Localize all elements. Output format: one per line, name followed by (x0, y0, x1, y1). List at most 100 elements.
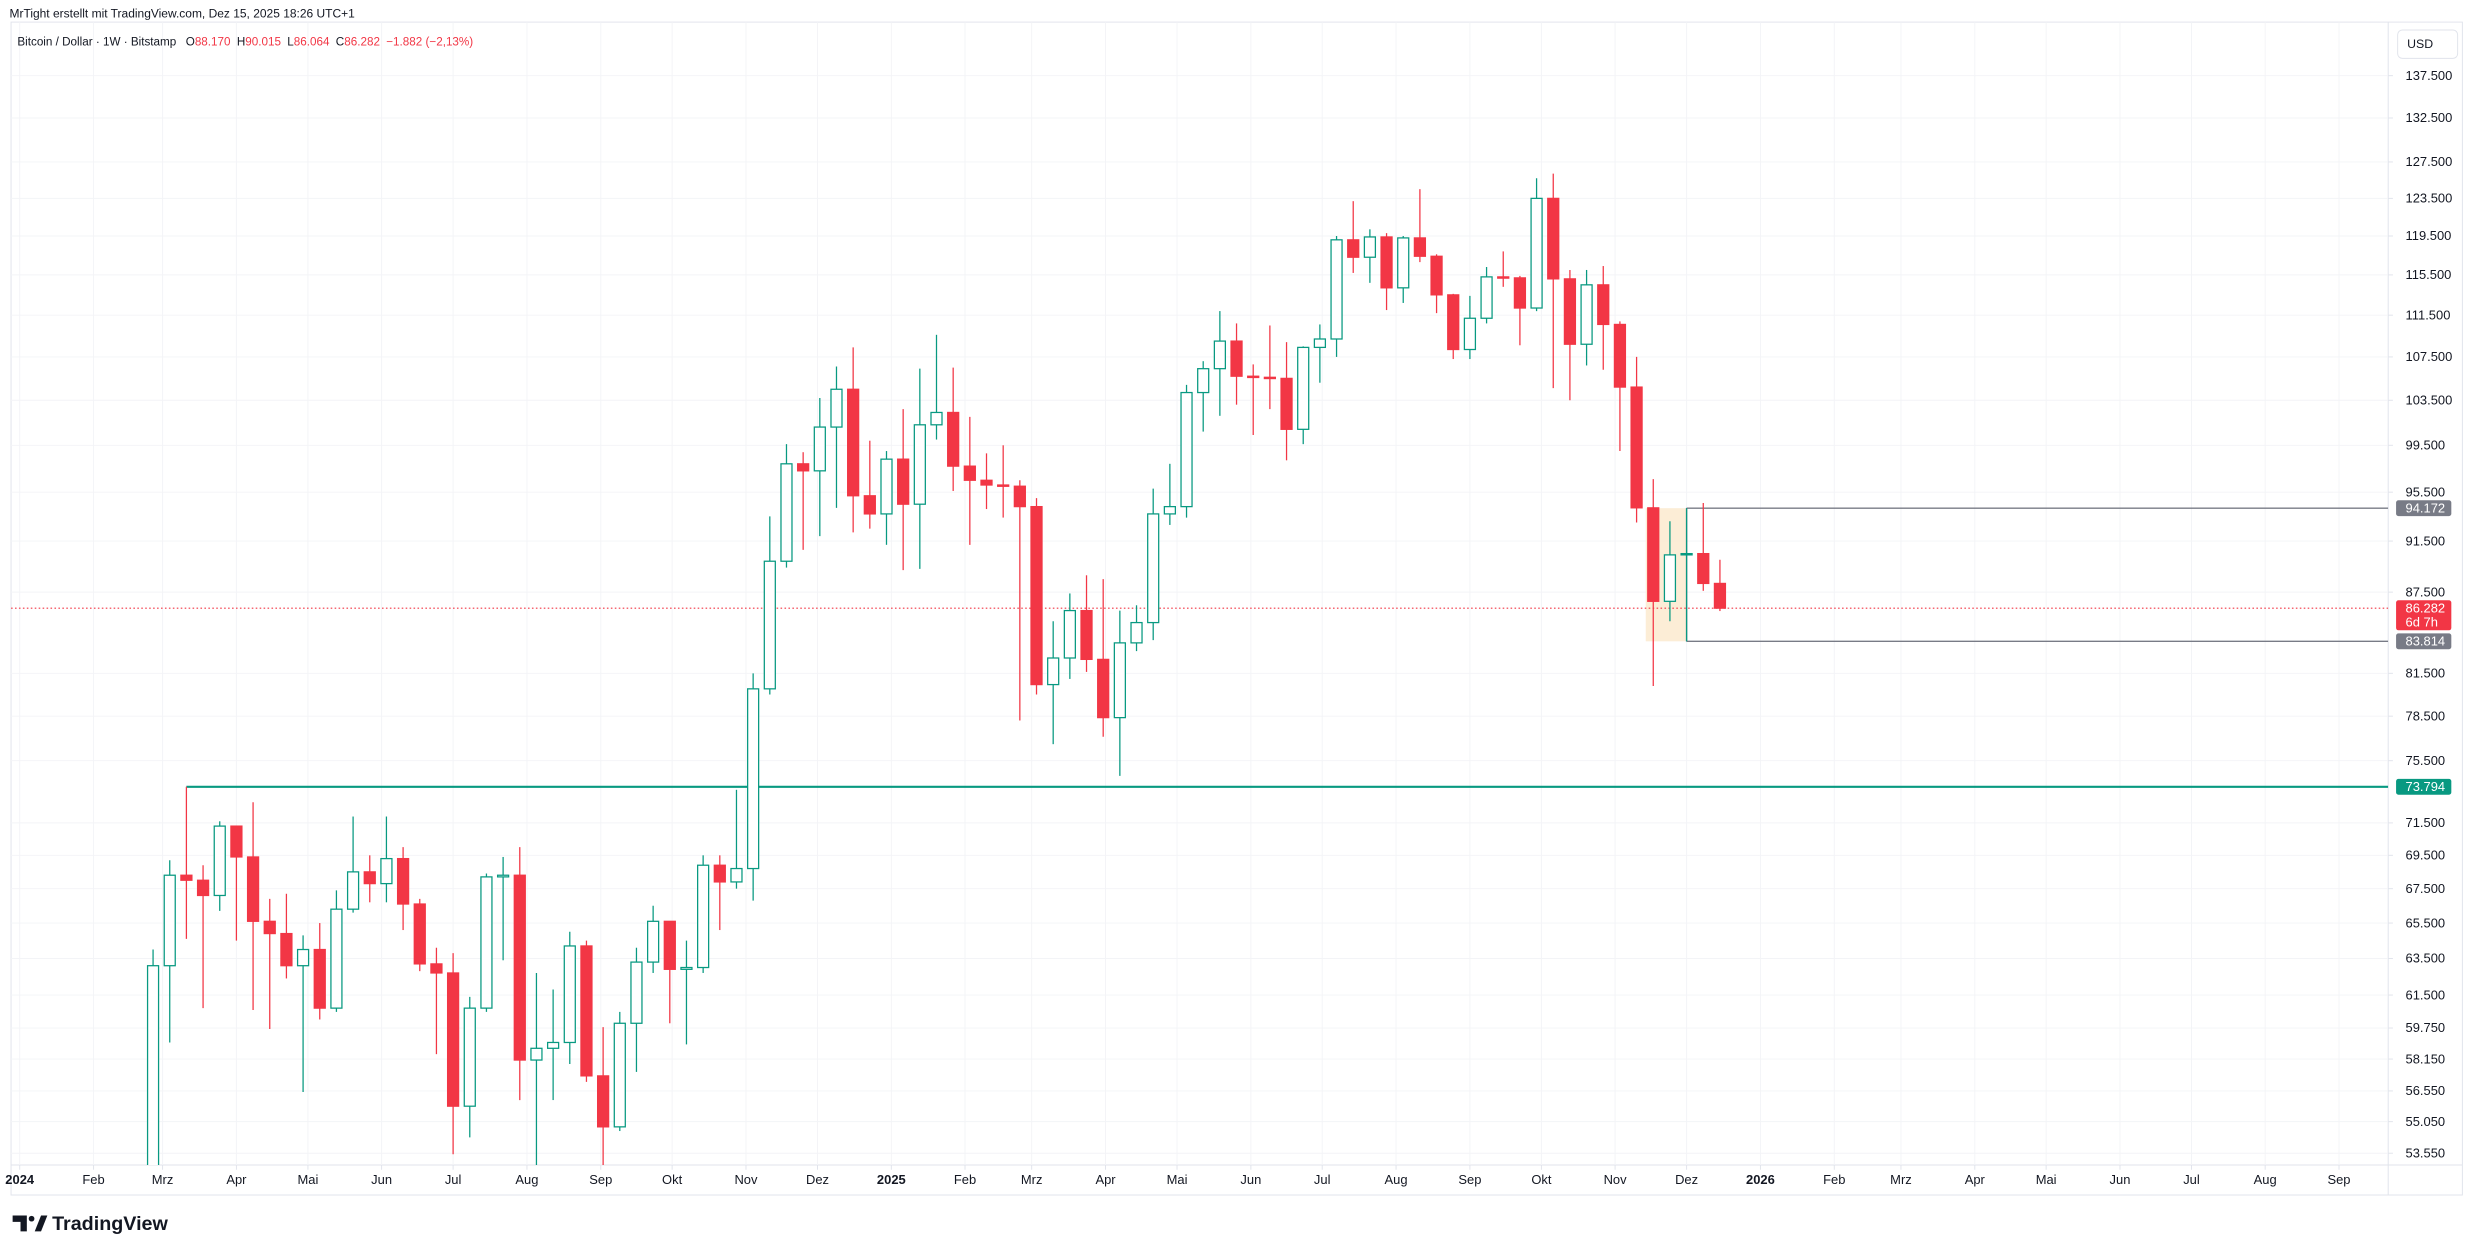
candle-body (1330, 239, 1343, 340)
candle-body (1647, 507, 1660, 602)
candle-body (1130, 621, 1143, 644)
y-tick-label: 71.500 (2406, 815, 2446, 830)
candle-body (296, 948, 310, 967)
legend-value: 88.170 (195, 36, 231, 49)
x-tick-label: Sep (1458, 1172, 1481, 1187)
candle-body (313, 948, 326, 1009)
candle-body (1497, 276, 1510, 279)
x-tick-label: Nov (1604, 1172, 1628, 1187)
x-tick-label: Okt (1531, 1172, 1552, 1187)
candle-body (1297, 346, 1310, 430)
candle-body (646, 920, 660, 963)
candle-body (913, 424, 926, 505)
candle-body (1180, 391, 1193, 508)
candle-body (897, 458, 910, 505)
x-tick-label: Dez (1675, 1172, 1698, 1187)
candle-body (196, 879, 210, 897)
candle-body (430, 963, 443, 974)
candle-body (146, 965, 160, 1166)
range-bottom-tag-label: 83.814 (2406, 634, 2446, 649)
x-tick-label: Sep (2327, 1172, 2350, 1187)
candle-body (780, 463, 793, 562)
candle-body (413, 903, 426, 965)
y-tick-label: 75.500 (2406, 753, 2446, 768)
symbol: Bitcoin / Dollar · 1W · Bitstamp (17, 36, 176, 49)
candle-body (1430, 255, 1443, 296)
candle-body (263, 920, 276, 935)
candle-body (663, 920, 676, 970)
candle-body (1413, 237, 1427, 257)
legend-value: 86.064 (294, 36, 330, 49)
candle-body (930, 411, 943, 426)
y-tick-label: 87.500 (2406, 584, 2446, 599)
countdown-label: 6d 7h (2406, 615, 2438, 630)
legend-key: O (186, 36, 195, 49)
candle-body (1080, 609, 1093, 661)
level-tag (2396, 778, 2452, 795)
candle-body (1213, 340, 1227, 370)
candle-body (680, 966, 693, 970)
grid (11, 22, 2389, 1166)
last-price-tag (2396, 600, 2452, 631)
candle-body (596, 1075, 610, 1128)
y-tick-label: 55.050 (2406, 1114, 2446, 1129)
currency-button[interactable] (2397, 29, 2459, 59)
y-tick-label: 81.500 (2406, 666, 2446, 681)
candle-body (563, 945, 576, 1044)
y-tick-label: 65.500 (2406, 915, 2446, 930)
currency-label[interactable]: USD (2407, 37, 2433, 51)
candle-body (246, 856, 260, 922)
candle-body (1047, 657, 1060, 686)
candle-body (1380, 236, 1393, 289)
x-tick-label: Aug (515, 1172, 538, 1187)
candle-body (1447, 294, 1460, 351)
y-tick-label: 69.500 (2406, 848, 2446, 863)
candle-body (1113, 642, 1126, 719)
logo-icon (12, 1215, 48, 1232)
candle-body (480, 876, 493, 1009)
candle-body (813, 426, 826, 472)
x-tick-label: Jun (2110, 1172, 2131, 1187)
candle-body (446, 972, 460, 1107)
x-tick-label: Nov (734, 1172, 758, 1187)
candle-body (496, 874, 510, 878)
candle-body (797, 463, 810, 472)
legend: Bitcoin / Dollar · 1W · Bitstamp O88.170 H… (17, 36, 473, 49)
candle-body (1680, 552, 1693, 556)
y-tick-label: 56.550 (2406, 1083, 2446, 1098)
candle-body (180, 874, 193, 881)
x-tick-label: Jun (1240, 1172, 1261, 1187)
candle-body (1613, 323, 1627, 388)
candle-body (1197, 368, 1210, 394)
x-tick-label: 2025 (877, 1172, 906, 1187)
x-tick-label: Mrz (1021, 1172, 1043, 1187)
candle-body (346, 871, 360, 910)
candle-body (1163, 505, 1176, 515)
candle-body (730, 867, 743, 883)
logo-shape (12, 1215, 27, 1232)
candle-body (1463, 317, 1477, 351)
candle-body (863, 495, 876, 515)
x-tick-label: 2024 (5, 1172, 35, 1187)
x-tick-label: Aug (1385, 1172, 1408, 1187)
y-tick-label: 107.500 (2406, 349, 2453, 364)
candle-body (830, 388, 843, 428)
candle-body (1263, 376, 1277, 380)
candle-body (463, 1007, 476, 1107)
y-tick-label: 53.550 (2406, 1145, 2446, 1160)
x-tick-label: Jul (1314, 1172, 1331, 1187)
range-bottom-tag (2396, 633, 2452, 650)
candle-body (947, 411, 960, 467)
y-tick-label: 111.500 (2406, 307, 2451, 322)
y-tick-label: 137.500 (2406, 68, 2453, 83)
candle-body (330, 908, 343, 1009)
candle-body (163, 874, 176, 967)
x-tick-label: 2026 (1746, 1172, 1775, 1187)
candle-body (697, 864, 710, 969)
candle-body (1347, 239, 1360, 258)
candle-body (1713, 582, 1727, 609)
candle-body (713, 864, 726, 883)
x-tick-label: Mrz (1890, 1172, 1912, 1187)
